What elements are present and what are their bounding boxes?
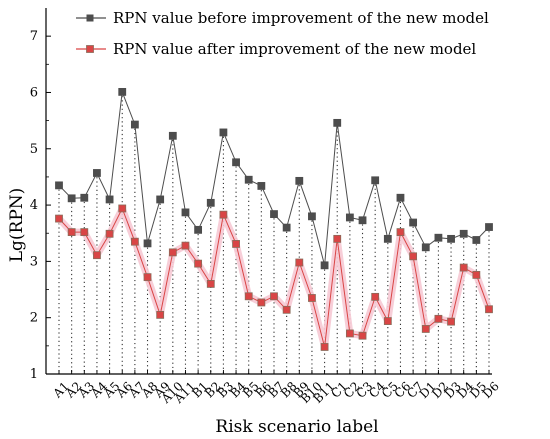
data-point-after [232, 240, 240, 248]
data-point-after [270, 292, 278, 301]
y-tick-label: 4 [30, 198, 38, 213]
data-point-after [459, 263, 468, 272]
data-point-before [168, 131, 177, 140]
data-point-before [219, 128, 228, 137]
data-point-after [118, 204, 127, 213]
data-point-after [244, 292, 253, 301]
data-point-before [308, 212, 316, 221]
legend-swatch-before-marker [86, 14, 94, 22]
data-point-before [447, 234, 455, 243]
data-point-before [244, 175, 253, 184]
data-point-before [371, 176, 380, 185]
data-point-after [434, 314, 443, 323]
y-tick-label: 3 [30, 254, 38, 269]
data-point-after [345, 329, 354, 338]
legend-item-after: RPN value after improvement of the new m… [76, 40, 476, 58]
data-point-after [421, 325, 430, 333]
data-point-after [485, 305, 493, 314]
data-point-before [472, 236, 481, 244]
data-point-before [270, 210, 278, 218]
data-point-after [295, 258, 304, 267]
data-point-after [194, 259, 203, 268]
x-tick-label: D6 [480, 379, 502, 401]
legend-label-after: RPN value after improvement of the new m… [113, 40, 476, 58]
data-point-before [93, 169, 101, 177]
data-point-before [206, 198, 215, 207]
data-point-after [168, 248, 177, 257]
data-point-before [194, 225, 203, 234]
y-tick-label: 6 [30, 85, 38, 100]
data-point-before [383, 234, 392, 243]
data-point-before [67, 194, 76, 203]
data-point-after [409, 252, 418, 261]
data-point-after [181, 241, 190, 250]
x-axis-title: Risk scenario label [215, 417, 378, 437]
data-point-before [345, 213, 354, 222]
data-point-after [308, 294, 316, 302]
data-point-after [282, 305, 291, 314]
series-layer [55, 87, 493, 351]
data-point-after [105, 229, 114, 238]
y-tick-label: 1 [30, 367, 38, 382]
data-point-after [257, 298, 266, 307]
data-point-before [181, 208, 190, 217]
data-point-after [130, 237, 139, 246]
data-point-after [396, 228, 405, 237]
axes-layer [45, 8, 492, 375]
data-point-after [143, 273, 152, 282]
legend: RPN value before improvement of the new … [76, 9, 489, 58]
legend-swatch-after-marker [86, 45, 94, 53]
y-axis-title: Lg(RPN) [7, 188, 27, 263]
data-point-before [232, 158, 240, 167]
data-point-after [472, 270, 481, 279]
data-point-before [358, 216, 367, 225]
data-point-after [55, 214, 63, 223]
data-point-before [55, 181, 63, 190]
data-point-before [421, 243, 430, 252]
data-point-before [320, 261, 329, 270]
data-point-after [447, 317, 455, 326]
data-point-before [80, 193, 89, 202]
data-point-before [295, 176, 304, 185]
data-point-before [396, 193, 405, 202]
data-point-before [434, 233, 443, 242]
data-point-before [459, 229, 468, 238]
y-tick-label: 7 [30, 29, 38, 44]
data-point-before [333, 118, 342, 127]
data-point-before [282, 223, 291, 232]
data-point-after [206, 280, 215, 288]
data-point-before [485, 223, 493, 231]
data-point-after [219, 210, 228, 219]
data-point-before [409, 218, 418, 227]
data-point-before [130, 120, 139, 129]
data-point-after [67, 228, 76, 237]
data-point-after [93, 251, 101, 260]
data-point-before [156, 195, 165, 204]
data-point-after [358, 331, 367, 340]
ticks-layer: 1234567A1A2A3A4A5A6A7A8A9A10A11B1B2B3B4B… [30, 29, 502, 406]
data-point-after [320, 343, 329, 351]
data-point-after [383, 317, 392, 325]
data-point-before [105, 195, 114, 204]
data-point-after [80, 228, 89, 237]
data-point-after [333, 234, 342, 243]
data-point-after [156, 310, 165, 319]
data-point-before [257, 182, 266, 190]
data-point-after [371, 292, 380, 301]
y-tick-label: 5 [30, 142, 38, 157]
data-point-before [118, 87, 127, 96]
legend-label-before: RPN value before improvement of the new … [113, 9, 489, 27]
legend-item-before: RPN value before improvement of the new … [76, 9, 489, 27]
y-tick-label: 2 [30, 311, 38, 326]
data-point-before [143, 239, 152, 248]
